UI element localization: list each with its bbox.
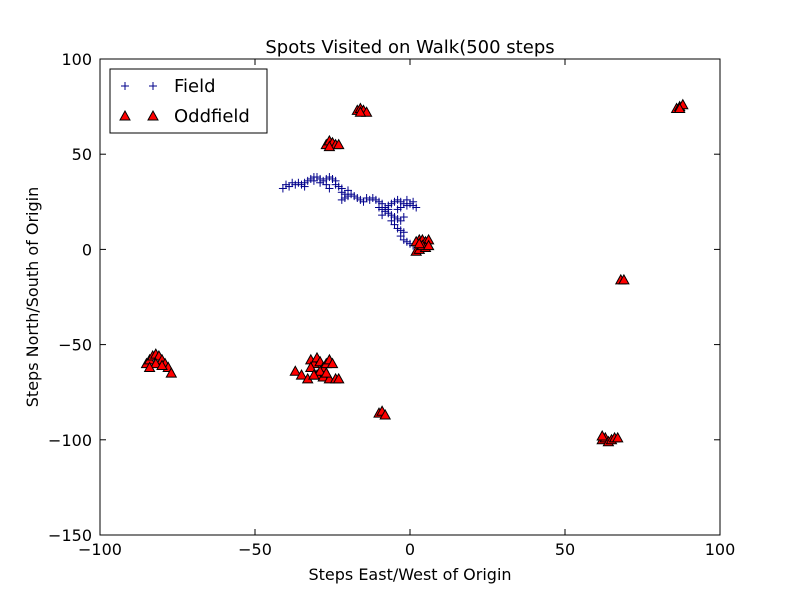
plot-area xyxy=(100,59,720,535)
x-axis-label: Steps East/West of Origin xyxy=(308,565,511,584)
y-tick-label: 50 xyxy=(72,145,92,164)
oddfield-point xyxy=(143,361,156,372)
field-point xyxy=(316,178,325,187)
x-tick-label: −100 xyxy=(78,540,122,559)
oddfield-point xyxy=(308,369,320,380)
y-tick-label: 100 xyxy=(61,50,92,69)
field-point xyxy=(322,180,331,189)
oddfield-point xyxy=(320,367,333,378)
oddfield-point xyxy=(156,359,168,371)
field-point xyxy=(384,205,393,214)
x-tick-label: 100 xyxy=(705,540,736,559)
oddfield-point xyxy=(314,365,326,376)
oddfield-point xyxy=(673,102,686,114)
oddfield-point xyxy=(413,237,426,249)
field-point xyxy=(337,195,346,204)
oddfield-point xyxy=(332,138,345,150)
legend-box xyxy=(109,68,268,134)
field-point xyxy=(378,211,387,220)
y-tick-label: −150 xyxy=(48,526,92,545)
oddfield-point xyxy=(596,429,609,441)
oddfield-point xyxy=(304,361,317,372)
field-point xyxy=(402,195,411,204)
y-tick-label: −50 xyxy=(58,336,92,355)
oddfield-point xyxy=(165,367,178,378)
oddfield-point xyxy=(332,372,345,384)
legend-marker-oddfield xyxy=(119,109,131,121)
field-point xyxy=(412,203,421,212)
legend-marker-field xyxy=(121,82,129,90)
chart-title: Spots Visited on Walk(500 steps xyxy=(265,37,554,58)
legend-label-oddfield: Oddfield xyxy=(174,106,250,127)
legend-label-field: Field xyxy=(174,76,216,97)
legend: Field Oddfield xyxy=(109,68,268,134)
oddfield-point xyxy=(354,106,367,117)
legend-marker-field xyxy=(149,82,157,90)
x-tick-label: 0 xyxy=(405,540,415,559)
field-point xyxy=(409,197,418,206)
oddfield-point xyxy=(289,365,302,376)
legend-markers xyxy=(119,82,159,121)
oddfield-point xyxy=(326,357,339,369)
oddfield-point xyxy=(379,409,392,420)
field-point xyxy=(309,176,318,185)
legend-marker-oddfield xyxy=(147,109,159,121)
oddfield-point xyxy=(149,357,162,369)
oddfield-point xyxy=(611,431,624,443)
y-tick-label: 0 xyxy=(82,240,92,259)
oddfield-point xyxy=(323,140,336,152)
x-tick-label: −50 xyxy=(238,540,272,559)
series-oddfield xyxy=(140,98,689,447)
x-tick-label: 50 xyxy=(555,540,575,559)
oddfield-point xyxy=(618,273,630,285)
data-layer xyxy=(140,98,689,447)
y-tick-label: −100 xyxy=(48,431,92,450)
field-point xyxy=(399,213,408,222)
oddfield-point xyxy=(295,369,308,380)
field-point xyxy=(300,182,309,191)
oddfield-point xyxy=(422,239,435,251)
field-point xyxy=(393,205,402,214)
y-axis-label: Steps North/South of Origin xyxy=(23,187,42,407)
